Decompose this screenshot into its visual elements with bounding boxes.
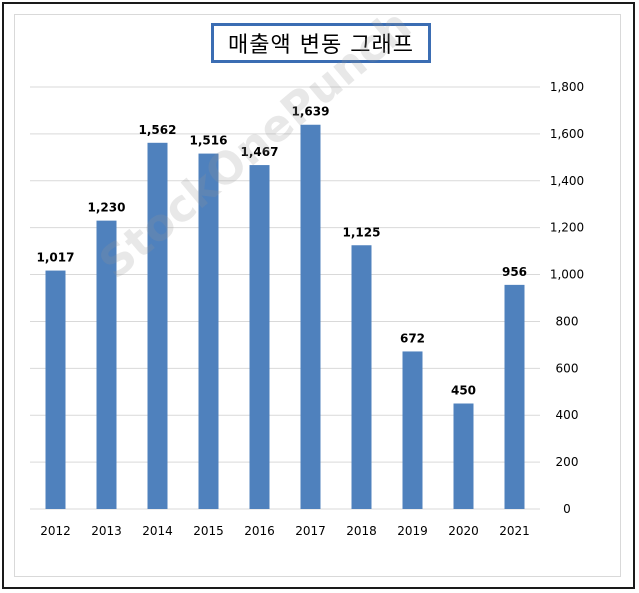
bar — [198, 153, 219, 510]
chart-title: 매출액 변동 그래프 — [211, 23, 431, 63]
y-tick-label: 0 — [563, 502, 571, 516]
bar — [249, 165, 270, 509]
x-tick-label: 2018 — [346, 524, 377, 538]
x-tick-label: 2012 — [40, 524, 71, 538]
data-label: 1,639 — [292, 105, 330, 119]
bar — [402, 351, 423, 509]
x-tick-label: 2016 — [244, 524, 275, 538]
y-tick-label: 1,400 — [550, 174, 584, 188]
x-tick-label: 2017 — [295, 524, 326, 538]
data-label: 1,562 — [139, 123, 177, 137]
x-tick-label: 2013 — [91, 524, 122, 538]
data-label: 672 — [400, 331, 425, 345]
x-tick-label: 2020 — [448, 524, 479, 538]
y-tick-label: 800 — [556, 314, 579, 328]
data-label: 1,516 — [190, 134, 228, 148]
bar — [147, 142, 168, 509]
x-tick-label: 2015 — [193, 524, 224, 538]
y-tick-label: 1,600 — [550, 127, 584, 141]
data-label: 1,467 — [241, 145, 279, 159]
bar — [351, 245, 372, 509]
data-label: 450 — [451, 384, 476, 398]
data-label: 1,230 — [88, 201, 126, 215]
y-tick-label: 600 — [556, 361, 579, 375]
x-tick-label: 2014 — [142, 524, 173, 538]
y-tick-label: 1,200 — [550, 221, 584, 235]
y-tick-label: 1,000 — [550, 268, 584, 282]
y-tick-label: 1,800 — [550, 80, 584, 94]
y-tick-label: 400 — [556, 408, 579, 422]
y-tick-label: 200 — [556, 455, 579, 469]
x-tick-label: 2021 — [499, 524, 530, 538]
bar — [300, 124, 321, 510]
data-label: 1,125 — [343, 225, 381, 239]
bar — [504, 284, 525, 509]
bar — [96, 220, 117, 509]
x-tick-label: 2019 — [397, 524, 428, 538]
bar — [45, 270, 66, 509]
data-label: 1,017 — [37, 251, 75, 265]
bar — [453, 403, 474, 509]
data-label: 956 — [502, 265, 527, 279]
